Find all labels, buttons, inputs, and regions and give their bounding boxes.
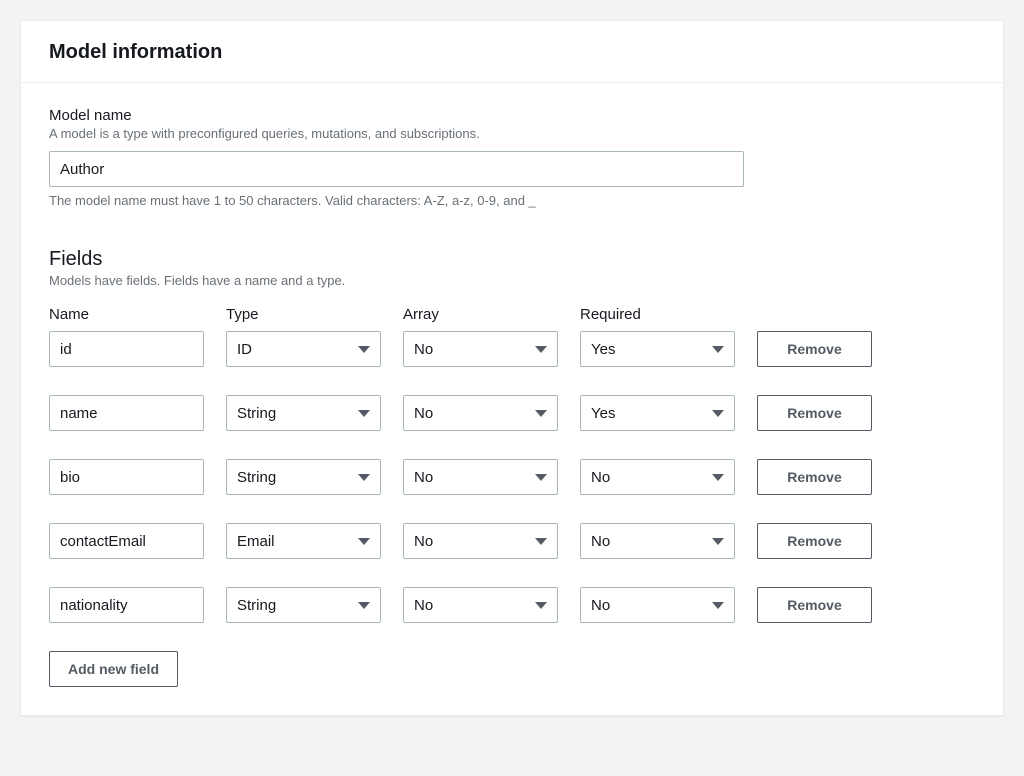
field-array-value: No (414, 469, 535, 486)
field-type-value: ID (237, 341, 358, 358)
field-name-input[interactable] (49, 459, 204, 495)
field-type-select[interactable]: ID (226, 331, 381, 367)
chevron-down-icon (535, 410, 547, 417)
model-name-label: Model name (49, 107, 975, 124)
model-name-hint: The model name must have 1 to 50 charact… (49, 193, 975, 208)
model-name-input[interactable] (49, 151, 744, 187)
chevron-down-icon (535, 602, 547, 609)
field-row: String No No Remove (49, 459, 975, 495)
field-type-select[interactable]: String (226, 587, 381, 623)
field-required-select[interactable]: No (580, 587, 735, 623)
field-type-value: Email (237, 533, 358, 550)
remove-field-button[interactable]: Remove (757, 587, 872, 623)
model-name-description: A model is a type with preconfigured que… (49, 126, 975, 141)
fields-title: Fields (49, 248, 975, 271)
column-header-type: Type (226, 306, 381, 323)
chevron-down-icon (535, 474, 547, 481)
field-required-value: No (591, 533, 712, 550)
remove-field-button[interactable]: Remove (757, 395, 872, 431)
model-name-section: Model name A model is a type with precon… (49, 107, 975, 208)
fields-header-row: Name Type Array Required (49, 306, 975, 323)
field-row: ID No Yes Remove (49, 331, 975, 367)
field-required-value: No (591, 469, 712, 486)
field-type-select[interactable]: String (226, 459, 381, 495)
field-type-select[interactable]: Email (226, 523, 381, 559)
field-row: String No Yes Remove (49, 395, 975, 431)
field-array-value: No (414, 597, 535, 614)
model-information-panel: Model information Model name A model is … (20, 20, 1004, 716)
field-type-select[interactable]: String (226, 395, 381, 431)
chevron-down-icon (712, 346, 724, 353)
field-required-select[interactable]: No (580, 523, 735, 559)
field-array-value: No (414, 405, 535, 422)
field-array-select[interactable]: No (403, 331, 558, 367)
fields-grid: Name Type Array Required IDNoYesRemoveSt… (49, 306, 975, 687)
panel-title: Model information (49, 41, 975, 64)
chevron-down-icon (712, 474, 724, 481)
chevron-down-icon (712, 538, 724, 545)
field-array-select[interactable]: No (403, 587, 558, 623)
add-new-field-button[interactable]: Add new field (49, 651, 178, 687)
field-array-value: No (414, 533, 535, 550)
field-name-input[interactable] (49, 395, 204, 431)
field-row: Email No No Remove (49, 523, 975, 559)
remove-field-button[interactable]: Remove (757, 459, 872, 495)
remove-field-button[interactable]: Remove (757, 331, 872, 367)
field-array-select[interactable]: No (403, 459, 558, 495)
panel-header: Model information (21, 21, 1003, 83)
field-required-value: Yes (591, 341, 712, 358)
fields-section: Fields Models have fields. Fields have a… (49, 248, 975, 687)
column-header-spacer (757, 306, 872, 323)
field-name-input[interactable] (49, 331, 204, 367)
chevron-down-icon (358, 410, 370, 417)
fields-description: Models have fields. Fields have a name a… (49, 273, 975, 288)
field-required-select[interactable]: No (580, 459, 735, 495)
column-header-array: Array (403, 306, 558, 323)
field-required-value: Yes (591, 405, 712, 422)
field-name-input[interactable] (49, 587, 204, 623)
chevron-down-icon (712, 602, 724, 609)
field-type-value: String (237, 469, 358, 486)
field-required-select[interactable]: Yes (580, 395, 735, 431)
chevron-down-icon (358, 346, 370, 353)
chevron-down-icon (535, 346, 547, 353)
field-array-value: No (414, 341, 535, 358)
panel-body: Model name A model is a type with precon… (21, 83, 1003, 715)
chevron-down-icon (358, 474, 370, 481)
chevron-down-icon (358, 538, 370, 545)
column-header-required: Required (580, 306, 735, 323)
field-required-value: No (591, 597, 712, 614)
chevron-down-icon (712, 410, 724, 417)
chevron-down-icon (358, 602, 370, 609)
field-required-select[interactable]: Yes (580, 331, 735, 367)
field-array-select[interactable]: No (403, 395, 558, 431)
remove-field-button[interactable]: Remove (757, 523, 872, 559)
field-name-input[interactable] (49, 523, 204, 559)
field-row: String No No Remove (49, 587, 975, 623)
field-type-value: String (237, 405, 358, 422)
chevron-down-icon (535, 538, 547, 545)
field-array-select[interactable]: No (403, 523, 558, 559)
field-type-value: String (237, 597, 358, 614)
column-header-name: Name (49, 306, 204, 323)
